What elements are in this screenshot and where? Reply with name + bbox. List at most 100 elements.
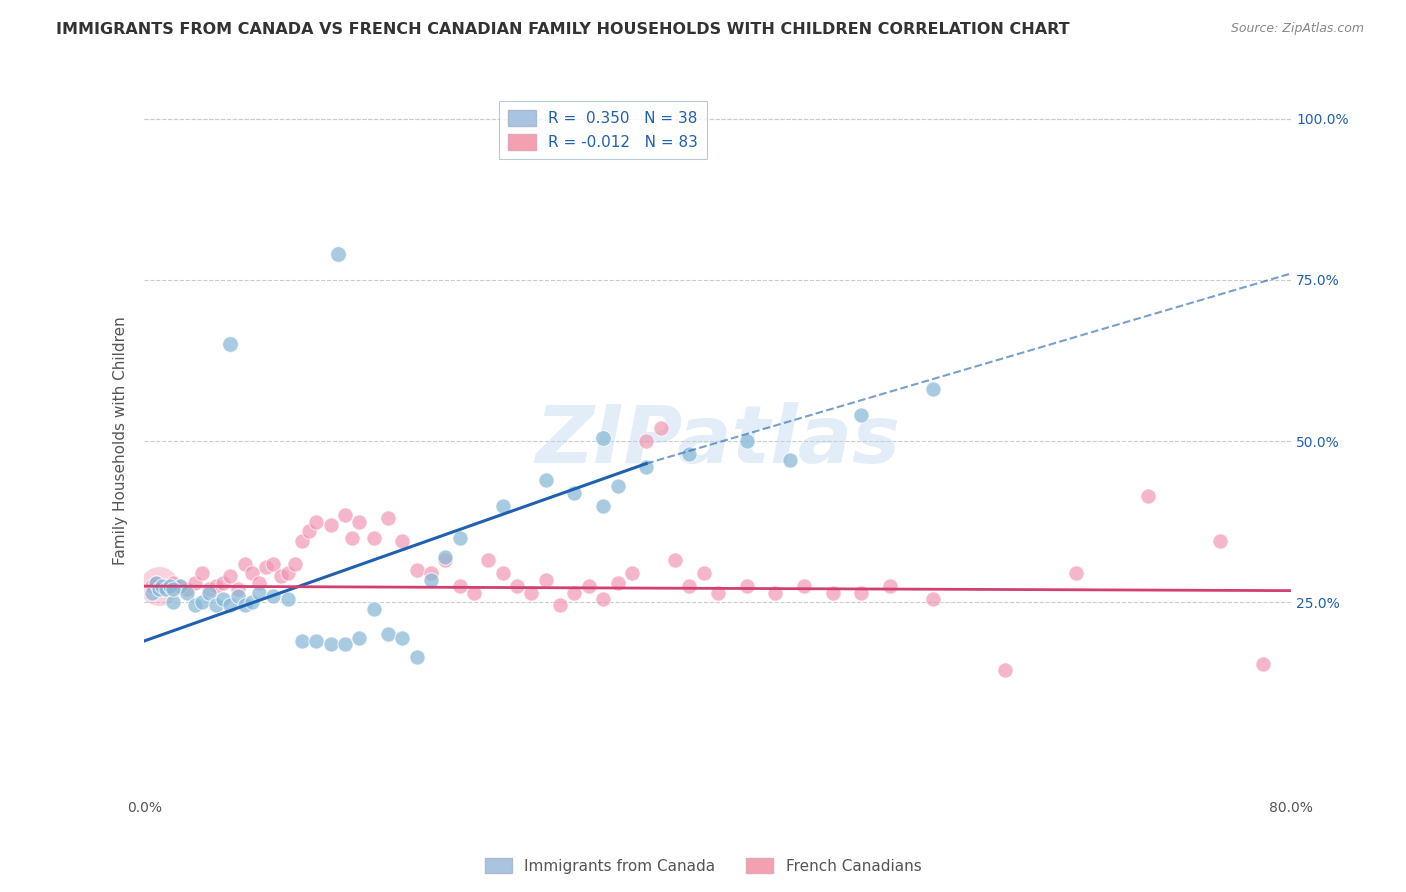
Point <box>190 566 212 581</box>
Point <box>349 631 371 645</box>
Point <box>226 582 249 597</box>
Point <box>190 595 212 609</box>
Point <box>851 409 873 423</box>
Point <box>793 579 815 593</box>
Point <box>1208 533 1230 548</box>
Text: IMMIGRANTS FROM CANADA VS FRENCH CANADIAN FAMILY HOUSEHOLDS WITH CHILDREN CORREL: IMMIGRANTS FROM CANADA VS FRENCH CANADIA… <box>56 22 1070 37</box>
Point <box>262 589 284 603</box>
Point <box>449 531 471 545</box>
Point <box>692 566 714 581</box>
Point <box>277 592 299 607</box>
Legend: R =  0.350   N = 38, R = -0.012   N = 83: R = 0.350 N = 38, R = -0.012 N = 83 <box>499 101 707 159</box>
Point <box>592 499 614 513</box>
Point <box>492 499 515 513</box>
Y-axis label: Family Households with Children: Family Households with Children <box>114 317 128 566</box>
Point <box>162 582 184 597</box>
Point <box>205 599 228 613</box>
Point <box>391 533 413 548</box>
Point <box>212 592 235 607</box>
Point <box>520 585 543 599</box>
Point <box>155 582 177 597</box>
Point <box>492 566 515 581</box>
Point <box>247 575 270 590</box>
Point <box>233 599 256 613</box>
Point <box>636 434 658 448</box>
Point <box>650 421 672 435</box>
Point <box>150 582 173 597</box>
Point <box>391 631 413 645</box>
Point <box>592 592 614 607</box>
Point <box>405 650 427 665</box>
Point <box>305 634 328 648</box>
Point <box>298 524 321 539</box>
Point <box>291 634 314 648</box>
Point <box>1136 489 1159 503</box>
Text: ZIPatlas: ZIPatlas <box>536 402 900 480</box>
Point <box>592 431 614 445</box>
Point <box>219 599 242 613</box>
Point <box>420 573 443 587</box>
Legend: Immigrants from Canada, French Canadians: Immigrants from Canada, French Canadians <box>478 852 928 880</box>
Point <box>821 585 844 599</box>
Point <box>506 579 529 593</box>
Point <box>148 579 170 593</box>
Point <box>363 601 385 615</box>
Point <box>169 579 191 593</box>
Point <box>606 479 628 493</box>
Point <box>212 575 235 590</box>
Point <box>420 566 443 581</box>
Point <box>159 579 181 593</box>
Point <box>548 599 571 613</box>
Point <box>333 637 356 651</box>
Point <box>1251 657 1274 671</box>
Point <box>162 595 184 609</box>
Point <box>183 575 205 590</box>
Point <box>305 515 328 529</box>
Point <box>606 575 628 590</box>
Point <box>141 585 163 599</box>
Point <box>434 550 457 565</box>
Point <box>319 637 342 651</box>
Point <box>240 566 263 581</box>
Point <box>262 557 284 571</box>
Text: Source: ZipAtlas.com: Source: ZipAtlas.com <box>1230 22 1364 36</box>
Point <box>148 582 170 597</box>
Point <box>198 585 221 599</box>
Point <box>879 579 901 593</box>
Point <box>1064 566 1087 581</box>
Point <box>233 557 256 571</box>
Point <box>141 579 163 593</box>
Point <box>254 559 277 574</box>
Point <box>620 566 643 581</box>
Point <box>922 383 945 397</box>
Point <box>363 531 385 545</box>
Point <box>150 579 173 593</box>
Point <box>434 553 457 567</box>
Point <box>342 531 364 545</box>
Point <box>534 473 557 487</box>
Point <box>664 553 686 567</box>
Point <box>240 595 263 609</box>
Point <box>678 579 700 593</box>
Point <box>205 579 228 593</box>
Point <box>779 453 801 467</box>
Point <box>326 247 349 261</box>
Point <box>994 663 1017 677</box>
Point <box>219 337 242 351</box>
Point <box>707 585 730 599</box>
Point <box>247 585 270 599</box>
Point <box>145 575 167 590</box>
Point <box>735 579 758 593</box>
Point <box>219 569 242 583</box>
Point <box>291 533 314 548</box>
Point <box>636 459 658 474</box>
Point <box>270 569 292 583</box>
Point <box>477 553 499 567</box>
Point <box>922 592 945 607</box>
Point <box>578 579 600 593</box>
Point <box>176 585 198 599</box>
Point <box>851 585 873 599</box>
Point <box>463 585 485 599</box>
Point <box>198 582 221 597</box>
Point <box>226 589 249 603</box>
